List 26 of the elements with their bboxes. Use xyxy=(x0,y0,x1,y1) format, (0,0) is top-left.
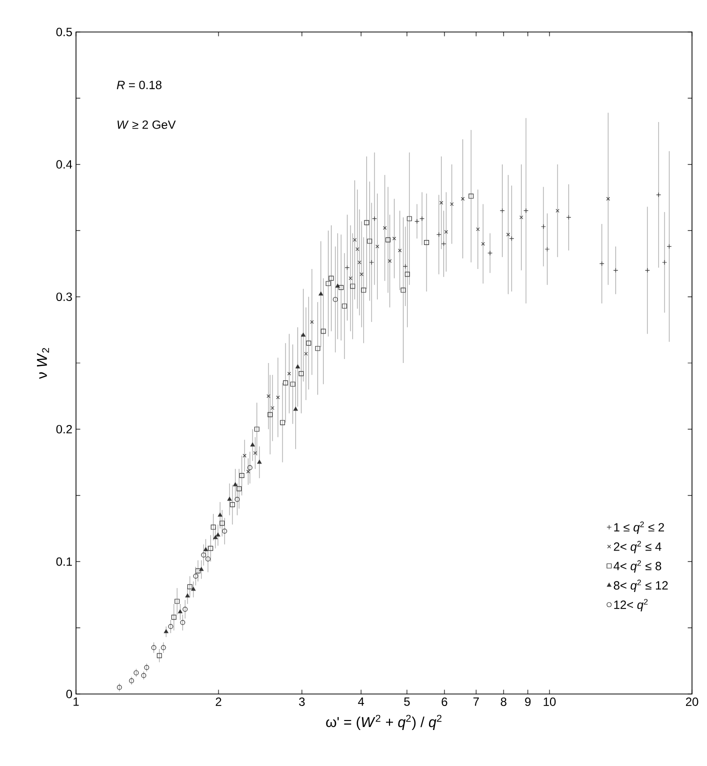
y-tick-label: 0.4 xyxy=(56,160,72,169)
y-axis-title: ν W$_{2}$ xyxy=(36,348,50,379)
annotation: R = 0.18 xyxy=(116,80,162,90)
y-tick-label: 0.2 xyxy=(56,424,72,434)
x-tick-label: 10 xyxy=(544,698,556,706)
annotation: W ≥ 2 GeV xyxy=(118,120,176,129)
x-tick-label: 2 xyxy=(216,698,222,706)
x-tick-label: 4 xyxy=(358,698,364,706)
y-tick-label: 0.1 xyxy=(56,557,72,566)
y-tick-label: 0 xyxy=(66,690,72,698)
x-tick-label: 9 xyxy=(525,698,531,706)
x-tick-label: 5 xyxy=(404,698,410,706)
x-tick-label: 7 xyxy=(473,698,479,706)
legend-label: 1 ≤ q$^{2}$ ≤ 2 xyxy=(614,522,664,534)
x-tick-label: 6 xyxy=(442,698,448,706)
x-tick-label: 20 xyxy=(686,698,698,706)
legend-label: 4< q$^{2}$ ≤ 8 xyxy=(614,560,662,573)
x-tick-label: 3 xyxy=(299,698,305,706)
x-tick-label: 8 xyxy=(500,698,506,706)
y-tick-label: 0.5 xyxy=(56,28,72,36)
y-tick-label: 0.3 xyxy=(56,292,72,302)
x-tick-label: 1 xyxy=(74,698,79,706)
text: ω' = (W$^{2}$ + q$^{2}$) / q$^{2}$ xyxy=(326,714,442,730)
legend-label: 2< q$^{2}$ ≤ 4 xyxy=(614,540,662,554)
legend-label: 12< q$^{2}$ xyxy=(614,598,648,612)
legend-label: 8< q$^{2}$ ≤ 12 xyxy=(614,580,668,592)
